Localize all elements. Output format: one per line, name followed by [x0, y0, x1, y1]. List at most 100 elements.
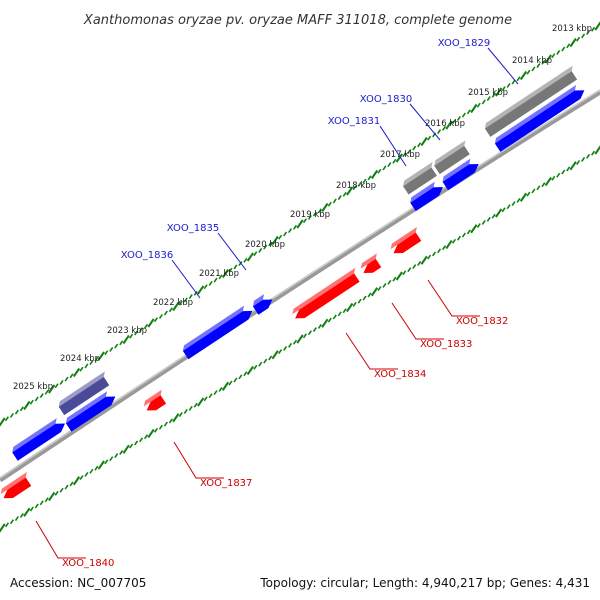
outer-tick [466, 109, 471, 115]
outer-tick [109, 346, 114, 352]
inner-tick [370, 287, 379, 297]
inner-tick [258, 361, 263, 367]
outer-tick [551, 53, 556, 59]
outer-tick [29, 399, 34, 405]
outer-tick [122, 334, 130, 345]
outer-tick [370, 169, 379, 180]
inner-tick [516, 197, 521, 203]
inner-tick [292, 339, 298, 345]
kbp-label: 2025 kbp [13, 382, 53, 392]
outer-tick [296, 219, 304, 229]
gene-labels: XOO_1829 XOO_1830 XOO_1831 XOO_1832 XOO_1833… [35, 38, 519, 569]
inner-tick [268, 355, 273, 361]
leader-line [345, 332, 398, 370]
outer-tick [451, 119, 457, 125]
kbp-label: 2018 kbp [336, 181, 376, 191]
gene-label-xoo-1831[interactable]: XOO_1831 [328, 116, 380, 127]
inner-tick [79, 475, 84, 481]
inner-tick [233, 377, 238, 383]
xoo-1829-feature [494, 85, 585, 152]
leader-line [487, 47, 519, 85]
inner-tick [168, 418, 173, 424]
outer-tick [163, 310, 168, 316]
gene-label-xoo-1829[interactable]: XOO_1829 [438, 38, 490, 49]
inner-tick [72, 476, 81, 486]
kbp-label: 2017 kbp [380, 150, 420, 160]
inner-tick [188, 405, 193, 411]
outer-tick [129, 333, 134, 339]
inner-tick [441, 245, 447, 251]
outer-tick [402, 152, 407, 158]
gene-label-xoo-1837[interactable]: XOO_1837 [200, 478, 252, 489]
kbp-label: 2020 kbp [245, 240, 285, 250]
leader-line [409, 103, 441, 141]
outer-tick [470, 103, 478, 114]
gene-label-xoo-1840[interactable]: XOO_1840 [62, 558, 114, 569]
outer-tick [441, 125, 447, 131]
inner-tick [531, 188, 536, 194]
outer-tick [337, 195, 342, 201]
outer-tick [321, 202, 329, 213]
inner-tick [283, 345, 288, 351]
inner-tick [34, 503, 39, 509]
gene-label-xoo-1835[interactable]: XOO_1835 [167, 223, 219, 234]
inner-tick [576, 160, 581, 166]
outer-tick [312, 211, 317, 217]
kbp-labels: 2013 kbp 2014 kbp 2015 kbp 2016 kbp 2017 kbp… [13, 24, 592, 392]
inner-tick [581, 156, 586, 162]
outer-tick [445, 120, 453, 130]
outer-tick [228, 267, 233, 273]
genome-backbone [0, 89, 600, 483]
inner-tick [296, 334, 304, 344]
inner-tick [0, 523, 6, 533]
inner-tick [569, 161, 577, 171]
outer-tick [427, 135, 432, 141]
outer-tick [561, 46, 566, 52]
outer-tick [19, 406, 24, 412]
kbp-label: 2022 kbp [153, 298, 193, 308]
outer-tick [590, 26, 596, 32]
inner-tick [491, 213, 496, 219]
inner-tick [213, 390, 218, 396]
inner-tick [594, 145, 600, 155]
gene-label-xoo-1832[interactable]: XOO_1832 [456, 316, 508, 327]
inner-tick [412, 264, 417, 270]
outer-tick [569, 37, 577, 48]
outer-tick [213, 277, 218, 283]
inner-tick [526, 191, 531, 197]
inner-tick [69, 481, 74, 487]
inner-tick [48, 491, 56, 502]
leader-line [391, 302, 444, 340]
map-title: Xanthomonas oryzae pv. oryzae MAFF 31101… [83, 13, 512, 28]
outer-tick [79, 366, 84, 372]
outer-tick [188, 294, 193, 300]
inner-tick [228, 380, 233, 386]
inner-tick [84, 471, 89, 477]
gene-label-xoo-1836[interactable]: XOO_1836 [121, 250, 173, 261]
gene-label-xoo-1834[interactable]: XOO_1834 [374, 369, 426, 380]
inner-tick [561, 169, 566, 175]
outer-tick [14, 409, 19, 415]
inner-tick [39, 500, 44, 506]
outer-tick [263, 244, 268, 250]
inner-tick [119, 449, 124, 455]
outer-tick [59, 379, 64, 385]
gene-label-xoo-1833[interactable]: XOO_1833 [420, 339, 472, 350]
inner-tick [337, 311, 342, 317]
inner-tick [153, 427, 159, 433]
outer-tick [392, 158, 397, 164]
inner-tick [392, 276, 397, 282]
inner-tick [197, 397, 205, 407]
kbp-label: 2021 kbp [199, 269, 239, 279]
inner-tick [218, 386, 223, 392]
inner-tick-track [0, 145, 600, 533]
inner-tick [278, 349, 283, 355]
outer-tick [253, 251, 258, 257]
inner-tick [9, 519, 14, 525]
gene-label-xoo-1830[interactable]: XOO_1830 [360, 94, 412, 105]
xoo-1830-feature [442, 158, 479, 191]
outer-tick [4, 416, 10, 422]
outer-tick [39, 393, 44, 399]
outer-tick [134, 330, 139, 336]
inner-tick [486, 216, 491, 222]
